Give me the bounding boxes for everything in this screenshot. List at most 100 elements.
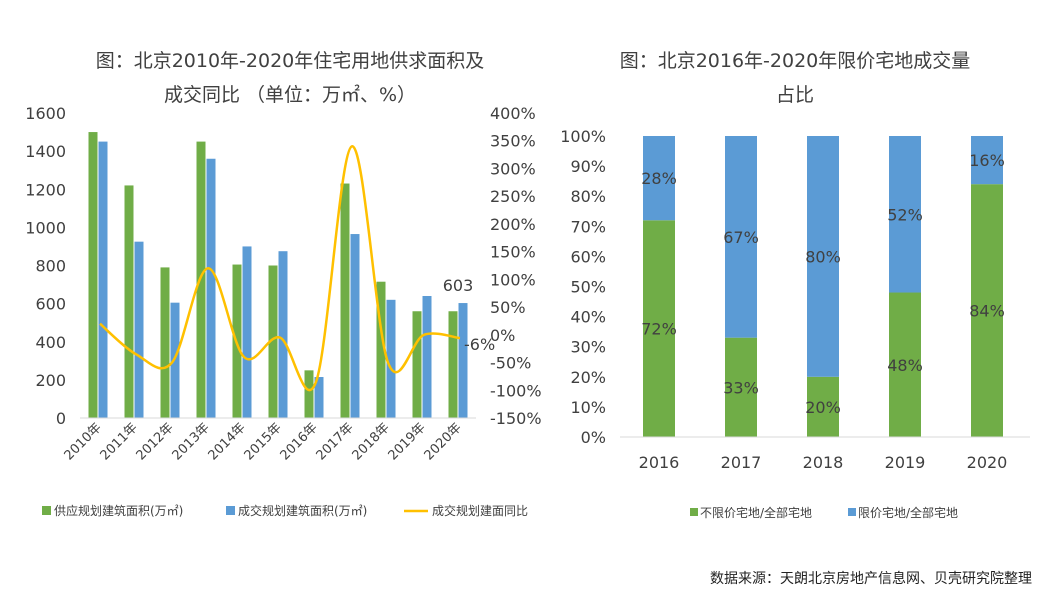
pct-axis-tick-label: 70% — [570, 217, 606, 236]
category-label: 2014年 — [206, 420, 249, 463]
legend-label: 供应规划建筑面积(万㎡) — [54, 503, 183, 518]
right-axis-tick-label: 350% — [490, 132, 536, 151]
year-label: 2018 — [803, 453, 844, 472]
unrestricted-bar — [643, 220, 675, 437]
chart2-title-line1: 图：北京2016年-2020年限价宅地成交量 — [619, 50, 971, 72]
legend-label: 不限价宅地/全部宅地 — [700, 505, 812, 520]
restricted-data-label: 28% — [641, 169, 677, 188]
deal-bar — [170, 302, 180, 418]
category-label: 2010年 — [62, 420, 105, 463]
pct-axis-tick-label: 20% — [570, 368, 606, 387]
left-axis-tick-label: 800 — [35, 257, 66, 276]
data-label-603: 603 — [443, 276, 474, 295]
right-axis-tick-label: 250% — [490, 187, 536, 206]
supply-bar — [340, 183, 350, 418]
unrestricted-bar — [725, 337, 757, 437]
unrestricted-bar — [807, 376, 839, 437]
supply-bar — [448, 311, 458, 418]
chart1-title-line1: 图：北京2010年-2020年住宅用地供求面积及 — [95, 50, 485, 72]
legend-label: 成交规划建面同比 — [432, 503, 528, 518]
legend-label: 成交规划建筑面积(万㎡) — [238, 503, 367, 518]
left-axis-tick-label: 600 — [35, 295, 66, 314]
deal-bar — [278, 251, 288, 418]
source-note: 数据来源：天朗北京房地产信息网、贝壳研究院整理 — [710, 571, 1032, 587]
supply-bar — [160, 267, 170, 418]
supply-bar — [376, 281, 386, 418]
unrestricted-bar — [971, 184, 1003, 437]
right-axis-tick-label: 200% — [490, 215, 536, 234]
pct-axis-tick-label: 40% — [570, 308, 606, 327]
category-label: 2020年 — [422, 420, 465, 463]
supply-bar — [124, 185, 134, 418]
category-label: 2019年 — [386, 420, 429, 463]
right-axis-tick-label: 100% — [490, 270, 536, 289]
deal-bar — [206, 158, 216, 418]
legend-swatch — [42, 506, 51, 515]
deal-bar — [422, 296, 432, 418]
right-axis-tick-label: 150% — [490, 243, 536, 262]
deal-bar — [314, 377, 324, 418]
deal-bar — [458, 303, 468, 418]
right-axis-tick-label: 300% — [490, 159, 536, 178]
category-label: 2016年 — [278, 420, 321, 463]
chart2-title-line2: 占比 — [775, 84, 814, 106]
supply-bar — [196, 141, 206, 418]
restricted-bar — [807, 136, 839, 377]
legend-swatch — [848, 508, 856, 516]
supply-bar — [268, 265, 278, 418]
unrestricted-data-label: 84% — [969, 302, 1005, 321]
left-axis-tick-label: 1600 — [25, 104, 66, 123]
left-axis-tick-label: 1200 — [25, 180, 66, 199]
pct-axis-tick-label: 90% — [570, 157, 606, 176]
category-label: 2011年 — [98, 420, 141, 463]
category-label: 2017年 — [314, 420, 357, 463]
yoy-line — [99, 145, 461, 392]
supply-bar — [412, 311, 422, 418]
chart1-title-line2: 成交同比 （单位：万㎡、%） — [163, 84, 417, 106]
year-label: 2020 — [967, 453, 1008, 472]
supply-bar — [304, 370, 314, 418]
unrestricted-data-label: 33% — [723, 378, 759, 397]
deal-bar — [386, 299, 396, 418]
restricted-bar — [725, 136, 757, 338]
pct-axis-tick-label: 50% — [570, 278, 606, 297]
pct-axis-tick-label: 100% — [560, 127, 606, 146]
pct-axis-tick-label: 80% — [570, 187, 606, 206]
unrestricted-data-label: 48% — [887, 356, 923, 375]
chart2-title: 图：北京2016年-2020年限价宅地成交量 占比 — [560, 44, 1030, 112]
right-axis-tick-label: 400% — [490, 104, 536, 123]
legend-swatch — [226, 506, 235, 515]
unrestricted-data-label: 72% — [641, 320, 677, 339]
pct-axis-tick-label: 0% — [581, 428, 606, 447]
legend-label: 限价宅地/全部宅地 — [858, 505, 958, 520]
pct-axis-tick-label: 60% — [570, 247, 606, 266]
left-axis-tick-label: 400 — [35, 333, 66, 352]
category-label: 2015年 — [242, 420, 285, 463]
deal-bar — [242, 246, 252, 418]
supply-bar — [88, 132, 98, 418]
year-label: 2016 — [639, 453, 680, 472]
right-axis-tick-label: 50% — [490, 298, 526, 317]
right-axis-tick-label: -50% — [490, 354, 531, 373]
year-label: 2017 — [721, 453, 762, 472]
right-axis-tick-label: -100% — [490, 381, 542, 400]
restricted-data-label: 80% — [805, 247, 841, 266]
restricted-bar — [889, 136, 921, 293]
restricted-bar — [643, 136, 675, 221]
left-axis-tick-label: 200 — [35, 371, 66, 390]
right-axis-tick-label: 0% — [490, 326, 515, 345]
restricted-data-label: 52% — [887, 205, 923, 224]
left-axis-tick-label: 0 — [56, 409, 66, 428]
restricted-data-label: 67% — [723, 228, 759, 247]
pct-axis-tick-label: 30% — [570, 338, 606, 357]
year-label: 2019 — [885, 453, 926, 472]
deal-bar — [134, 241, 144, 418]
deal-bar — [98, 141, 108, 418]
left-axis-tick-label: 1000 — [25, 218, 66, 237]
unrestricted-data-label: 20% — [805, 398, 841, 417]
legend-swatch — [690, 508, 698, 516]
data-label-yoy: -6% — [464, 335, 495, 354]
pct-axis-tick-label: 10% — [570, 398, 606, 417]
chart1-title: 图：北京2010年-2020年住宅用地供求面积及 成交同比 （单位：万㎡、%） — [60, 44, 520, 112]
